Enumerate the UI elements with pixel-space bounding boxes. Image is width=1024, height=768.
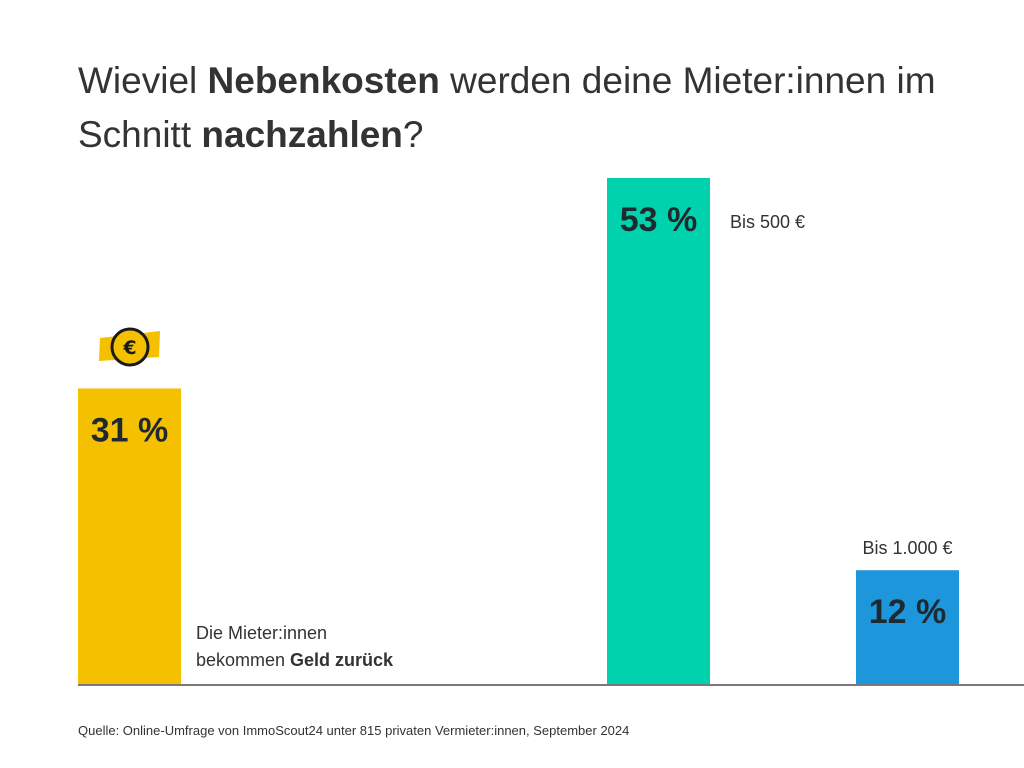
note-line-2: bekommen Geld zurück xyxy=(196,647,393,674)
bar-value-label-2: 53 % xyxy=(620,201,698,239)
euro-coin-icon: € xyxy=(99,327,160,367)
category-label-3: Bis 1.000 € xyxy=(862,538,952,558)
bar-3 xyxy=(856,570,959,685)
note-line-2-bold: Geld zurück xyxy=(290,650,394,670)
chart-title: Wieviel Nebenkosten werden deine Mieter:… xyxy=(78,54,978,162)
title-part-2: werden deine Mieter:innen im Schnitt xyxy=(78,60,936,155)
title-bold-1: Nebenkosten xyxy=(207,60,440,101)
bar-2 xyxy=(607,178,710,685)
bar-value-label-3: 12 % xyxy=(869,593,947,631)
bar-value-label-1: 31 % xyxy=(91,411,169,449)
svg-text:€: € xyxy=(122,337,136,359)
title-bold-2: nachzahlen xyxy=(201,114,403,155)
category-label-2: Bis 500 € xyxy=(730,212,805,232)
bar-1 xyxy=(78,388,181,685)
refund-note: Die Mieter:innen bekommen Geld zurück xyxy=(196,620,393,674)
note-line-1: Die Mieter:innen xyxy=(196,623,328,643)
note-line-2-plain: bekommen xyxy=(196,650,291,670)
title-part-1: Wieviel xyxy=(78,60,208,101)
source-note: Quelle: Online-Umfrage von ImmoScout24 u… xyxy=(78,723,630,738)
bars-group: 31 % 53 % Bis 500 € 12 % Bis 1.000 € xyxy=(78,178,959,685)
title-part-3: ? xyxy=(402,114,424,155)
